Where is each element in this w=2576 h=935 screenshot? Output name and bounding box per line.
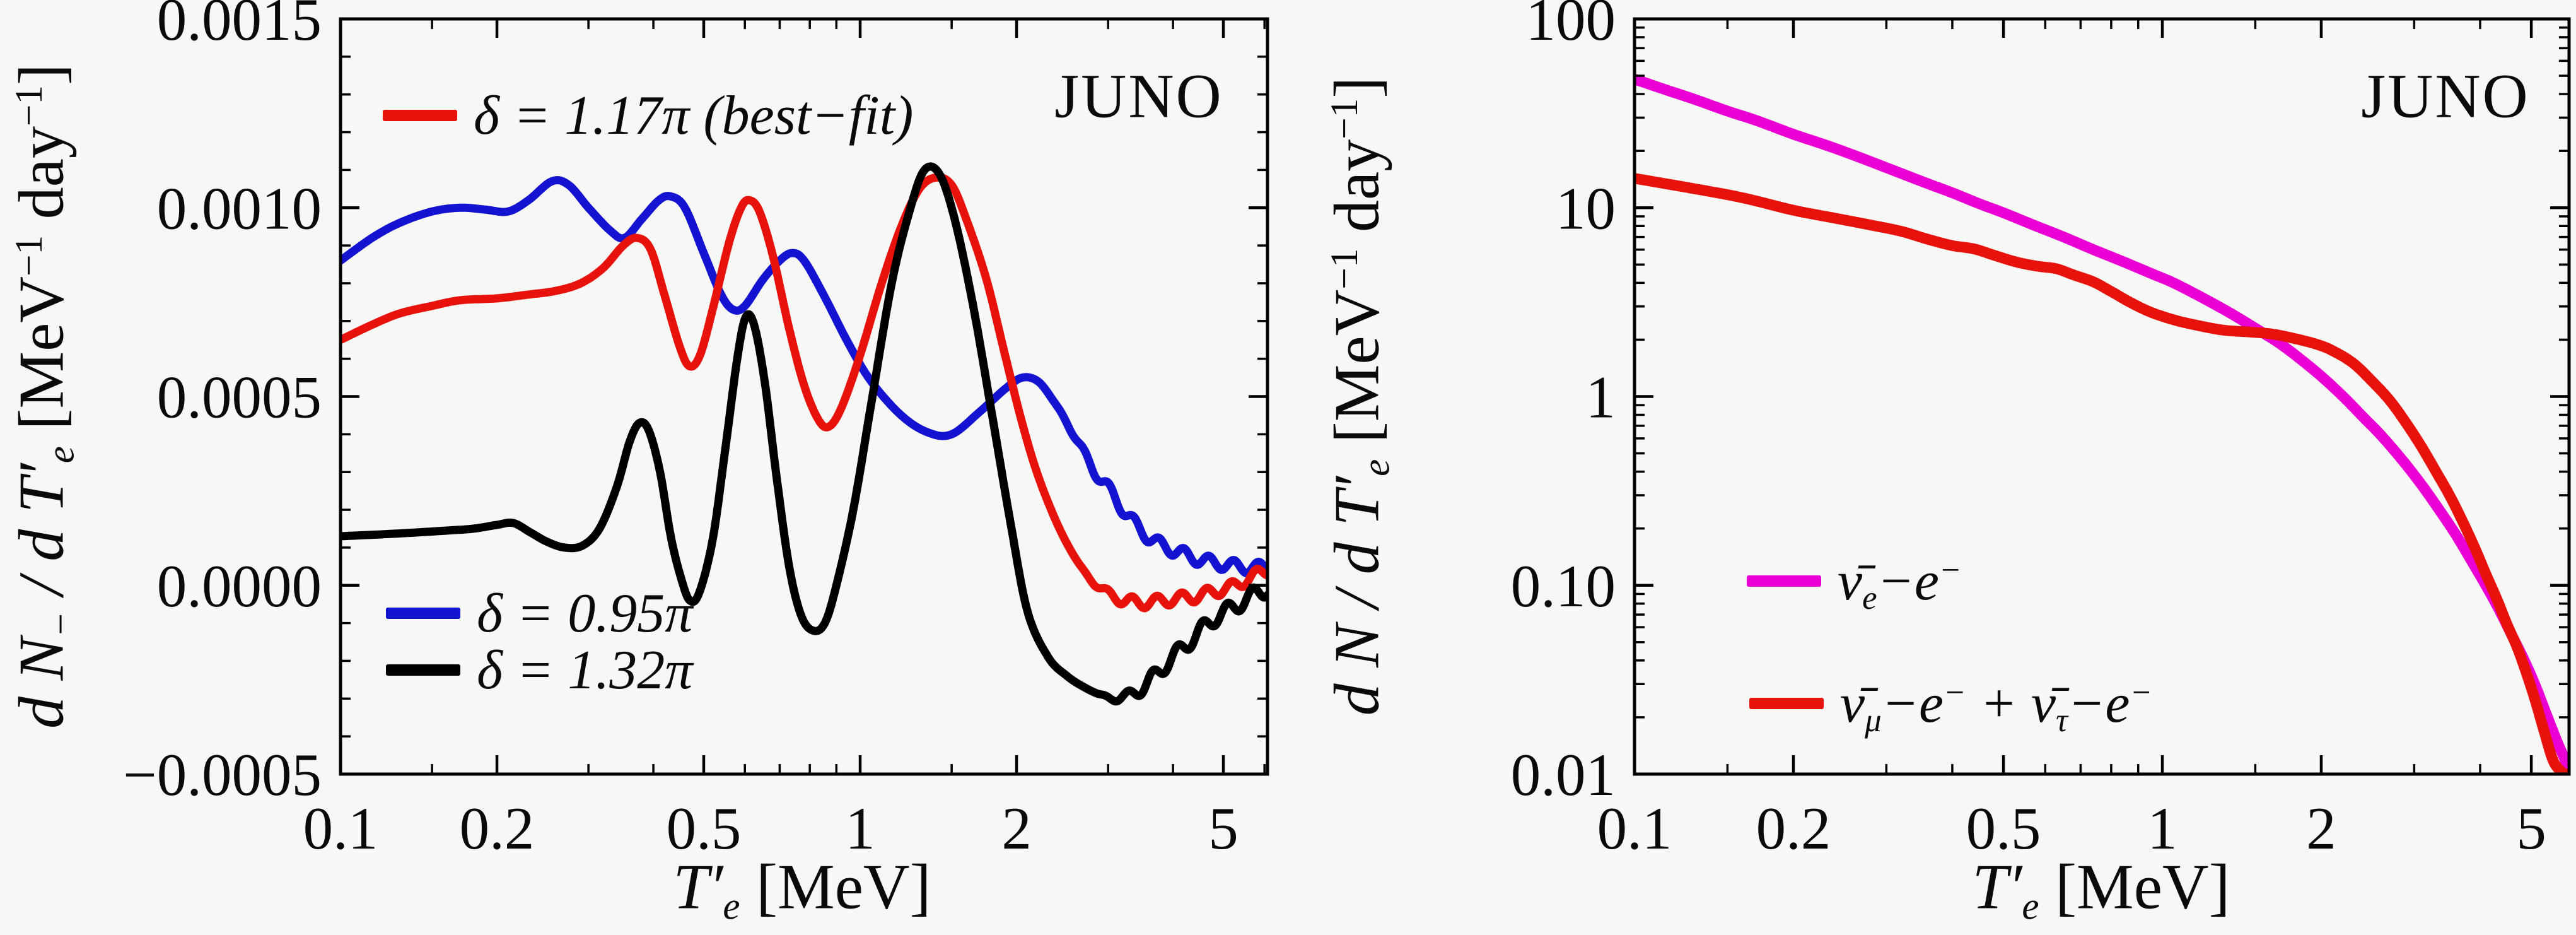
right-y-axis-label: d N / d T′e [MeV−1 day−1] <box>1320 76 1398 716</box>
left-x-axis-label-math: T′e <box>673 851 740 928</box>
legend-label-delta-095pi: δ = 0.95π <box>477 582 693 644</box>
legend-item-delta-132pi: δ = 1.32π <box>386 638 692 702</box>
legend-swatch-blue-line <box>386 608 460 619</box>
right-total-spectrum-x-tick-label: 2 <box>2306 795 2336 862</box>
right-total-spectrum-y-tick-label: 10 <box>1556 175 1616 242</box>
right-total-spectrum-curves <box>1635 73 2569 774</box>
right-experiment-label: JUNO <box>2361 61 2530 131</box>
legend-swatch-red-line <box>383 110 457 121</box>
left-difference-spectrum-y-tick-label: 0.0010 <box>157 175 322 242</box>
right-total-spectrum-y-tick-label: 0.10 <box>1511 553 1616 620</box>
legend-swatch-magenta-line <box>1747 575 1821 587</box>
left-difference-spectrum-x-tick-label: 2 <box>1001 795 1032 862</box>
left-x-axis-label-units: [MeV] <box>740 851 931 923</box>
legend-label-numubar-nutaubar-e: ν̄μ−e− + ν̄τ−e− <box>1840 673 2153 739</box>
right-total-spectrum-x-tick-label: 0.2 <box>1756 795 1831 862</box>
right-total-spectrum-x-tick-label: 5 <box>2516 795 2546 862</box>
left-difference-spectrum-x-tick-label: 1 <box>845 795 875 862</box>
left-y-axis-label-units: [MeV−1 day−1] <box>6 64 78 447</box>
legend-item-delta-095pi: δ = 0.95π <box>386 582 692 645</box>
right-y-axis-label-math: d N / d T′e <box>1321 459 1398 716</box>
left-difference-spectrum-curves <box>341 162 1268 706</box>
left-difference-spectrum-x-tick-label: 0.2 <box>460 795 535 862</box>
left-difference-spectrum-frame <box>339 17 1269 776</box>
left-difference-spectrum-y-tick-label: 0.0000 <box>157 553 322 620</box>
left-experiment-label: JUNO <box>1054 61 1223 131</box>
right-total-spectrum-x-tick-label: 0.1 <box>1597 795 1672 862</box>
left-difference-spectrum-y-tick-label: 0.0015 <box>157 0 322 53</box>
right-total-spectrum-frame <box>1633 17 2571 776</box>
right-x-axis-label: T′e [MeV] <box>1972 850 2230 928</box>
right-total-spectrum-y-tick-label: 100 <box>1526 0 1616 53</box>
legend-label-nuebar-e: ν̄e−e− <box>1838 550 1962 616</box>
curve-numubar-nutaubar-e <box>1635 173 2569 774</box>
right-x-axis-label-units: [MeV] <box>2039 851 2230 923</box>
curve-nuebar-e <box>1635 73 2569 774</box>
legend-swatch-red-line-2 <box>1749 698 1824 709</box>
right-total-spectrum-x-tick-label: 1 <box>2147 795 2177 862</box>
curve-delta-117pi <box>341 173 1268 613</box>
right-total-spectrum-y-tick-label: 0.01 <box>1511 741 1616 808</box>
right-total-spectrum-group: 0.1 0.2 0.5 1 2 5 100 10 1 0.10 0.01 <box>1511 0 2571 862</box>
left-difference-spectrum-y-tick-label: −0.0005 <box>123 741 322 808</box>
left-difference-spectrum-y-tick-label: 0.0005 <box>157 364 322 431</box>
left-difference-spectrum-group: 0.1 0.2 0.5 1 2 5 0.0015 0.0010 0.0005 0.0000 −0.0… <box>123 0 1269 862</box>
right-total-spectrum-x-tick-label: 0.5 <box>1966 795 2041 862</box>
left-x-axis-label: T′e [MeV] <box>673 850 931 928</box>
curve-delta-132pi <box>341 162 1268 706</box>
left-difference-spectrum-x-tick-label: 5 <box>1208 795 1238 862</box>
right-x-axis-label-math: T′e <box>1972 851 2039 928</box>
legend-item-delta-117pi: δ = 1.17π (best−fit) <box>383 84 913 147</box>
legend-item-numubar-nutaubar-e: ν̄μ−e− + ν̄τ−e− <box>1749 672 2153 739</box>
legend-item-nuebar-e: ν̄e−e− <box>1747 550 1962 616</box>
legend-swatch-black-line <box>386 664 460 676</box>
curve-delta-095pi <box>341 176 1268 577</box>
right-total-spectrum-y-tick-label: 1 <box>1586 364 1616 431</box>
right-y-axis-label-units: [MeV−1 day−1] <box>1321 76 1393 459</box>
legend-label-delta-117pi: δ = 1.17π (best−fit) <box>474 85 914 146</box>
left-y-axis-label-math: d N− / d T′e <box>6 446 83 729</box>
left-difference-spectrum-x-tick-label: 0.5 <box>667 795 742 862</box>
left-y-axis-label: d N− / d T′e [MeV−1 day−1] <box>5 64 83 729</box>
left-difference-spectrum-x-tick-label: 0.1 <box>303 795 378 862</box>
legend-label-delta-132pi: δ = 1.32π <box>477 639 693 701</box>
